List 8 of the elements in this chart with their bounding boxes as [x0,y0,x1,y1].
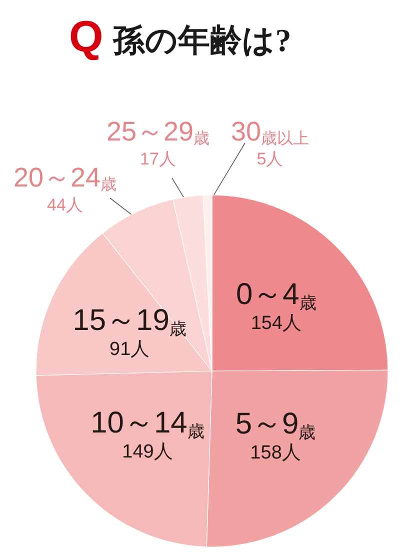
data-label: 91人 [109,338,150,360]
chart-title: Q 孫の年齢は? [69,12,292,62]
data-label: 158人 [250,442,301,464]
data-label: 149人 [122,442,173,463]
data-label: 5人 [256,150,284,168]
data-label: 154人 [250,312,302,334]
data-label: 44人 [47,196,83,214]
data-label: 17人 [140,150,176,168]
